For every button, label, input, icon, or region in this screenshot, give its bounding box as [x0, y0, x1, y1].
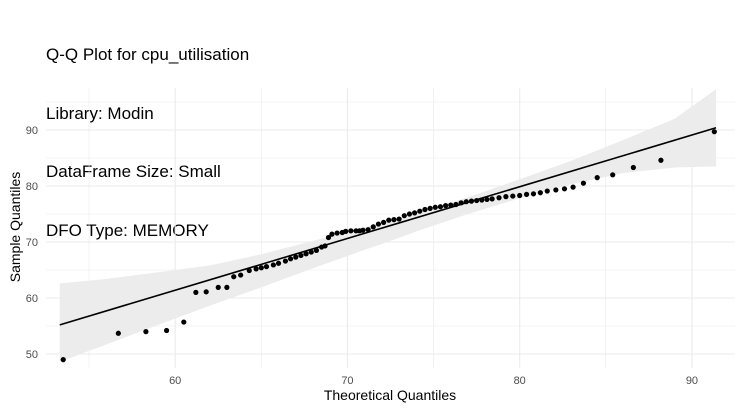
data-point — [322, 243, 328, 249]
data-point — [580, 180, 587, 186]
data-point — [365, 227, 371, 233]
data-point — [115, 330, 121, 336]
data-point — [325, 234, 332, 241]
y-tick-label: 90 — [26, 125, 38, 137]
data-point — [263, 264, 270, 270]
data-point — [458, 200, 464, 206]
chart-title: Q-Q Plot for cpu_utilisation Library: Mo… — [46, 6, 249, 260]
data-point — [496, 195, 502, 201]
y-tick-label: 80 — [26, 181, 38, 193]
data-point — [308, 249, 314, 255]
data-point — [437, 204, 444, 210]
data-point — [303, 251, 309, 257]
data-point — [396, 216, 402, 222]
data-point — [412, 210, 418, 216]
y-tick-label: 50 — [26, 349, 38, 361]
data-point — [463, 199, 469, 205]
data-point — [329, 231, 335, 237]
y-tick-label: 70 — [26, 237, 38, 249]
points-layer — [60, 129, 717, 363]
chart-title-line-3: DataFrame Size: Small — [46, 162, 221, 181]
data-point — [432, 204, 438, 210]
data-point — [570, 184, 576, 190]
data-point — [258, 265, 264, 271]
data-point — [406, 211, 413, 217]
data-point — [287, 256, 294, 262]
data-point — [143, 329, 149, 335]
data-point — [468, 198, 475, 204]
data-point — [215, 284, 221, 290]
data-point — [224, 284, 230, 290]
data-point — [381, 219, 387, 225]
chart-title-line-4: DFO Type: MEMORY — [46, 220, 209, 240]
data-point — [422, 206, 428, 213]
data-point — [517, 192, 523, 199]
data-point — [334, 230, 340, 236]
data-point — [427, 205, 433, 211]
data-point — [391, 217, 397, 223]
data-point — [163, 327, 170, 334]
x-tick-label: 70 — [341, 375, 353, 387]
chart-title-line-2: Library: Modin — [46, 103, 154, 123]
data-point — [370, 224, 376, 230]
data-point — [523, 191, 530, 197]
data-point — [275, 260, 282, 266]
data-point — [270, 262, 276, 268]
x-tick-label: 60 — [169, 375, 181, 387]
data-point — [503, 194, 509, 200]
data-point — [246, 267, 252, 274]
confidence-band — [59, 89, 717, 362]
data-point — [348, 228, 354, 234]
x-tick-label: 80 — [514, 375, 526, 387]
data-point — [313, 247, 320, 253]
data-point — [375, 221, 382, 227]
data-point — [181, 319, 187, 325]
x-tick-label: 90 — [686, 375, 698, 387]
data-point — [448, 202, 454, 208]
data-point — [238, 272, 244, 278]
data-point — [298, 252, 304, 259]
data-point — [282, 258, 289, 264]
data-point — [253, 266, 259, 272]
data-point — [484, 196, 490, 203]
reference-line-layer — [59, 126, 717, 326]
data-point — [293, 254, 299, 260]
data-point — [443, 203, 449, 209]
y-axis-label: Sample Quantiles — [7, 172, 23, 283]
x-axis-label: Theoretical Quantiles — [324, 387, 456, 403]
confidence-band-layer — [59, 89, 717, 362]
chart-title-line-1: Q-Q Plot for cpu_utilisation — [46, 45, 250, 64]
y-tick-label: 60 — [26, 293, 38, 305]
data-point — [658, 157, 664, 163]
data-point — [474, 197, 480, 204]
tick-labels-layer: 60 70 80 90 50 60 70 80 90 — [26, 125, 698, 387]
data-point — [530, 191, 537, 197]
data-point — [386, 217, 392, 223]
data-point — [60, 357, 66, 363]
data-point — [711, 129, 717, 135]
data-point — [561, 186, 568, 192]
data-point — [203, 289, 209, 295]
data-point — [553, 187, 559, 193]
data-point — [610, 172, 616, 178]
data-point — [193, 289, 199, 295]
data-point — [479, 197, 485, 203]
reference-line — [59, 126, 717, 326]
data-point — [544, 188, 550, 194]
data-point — [231, 274, 237, 280]
data-point — [453, 201, 459, 208]
data-point — [360, 227, 366, 233]
data-point — [537, 190, 543, 196]
data-point — [417, 208, 423, 214]
data-point — [343, 228, 349, 234]
data-point — [510, 193, 516, 199]
data-point — [489, 196, 495, 202]
data-point — [630, 164, 636, 171]
data-point — [401, 213, 407, 219]
data-point — [594, 175, 600, 181]
